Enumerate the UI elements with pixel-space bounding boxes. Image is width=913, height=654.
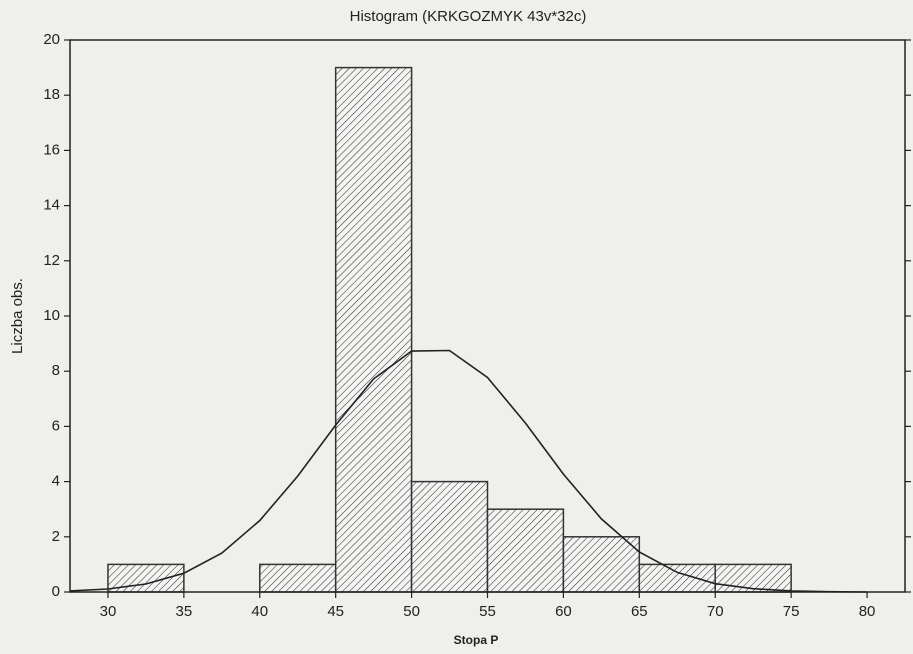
x-tick-label: 40 <box>251 603 268 620</box>
y-tick-label: 6 <box>52 417 60 434</box>
y-axis-label: Liczba obs. <box>9 278 26 354</box>
y-tick-label: 20 <box>43 31 60 48</box>
y-tick-label: 12 <box>43 252 60 269</box>
x-tick-label: 65 <box>631 603 648 620</box>
x-tick-label: 55 <box>479 603 496 620</box>
chart-title: Histogram (KRKGOZMYK 43v*32c) <box>350 8 587 25</box>
x-tick-label: 60 <box>555 603 572 620</box>
y-tick-label: 18 <box>43 86 60 103</box>
x-tick-label: 50 <box>403 603 420 620</box>
bar <box>410 480 489 593</box>
bar <box>259 563 337 593</box>
bar <box>334 66 413 593</box>
y-tick-label: 4 <box>52 473 60 490</box>
x-tick-label: 35 <box>176 603 193 620</box>
bar <box>638 563 716 593</box>
x-tick-label: 75 <box>783 603 800 620</box>
y-tick-label: 2 <box>52 528 60 545</box>
x-axis-label: Stopa P <box>454 633 499 647</box>
y-tick-label: 8 <box>52 362 60 379</box>
x-tick-label: 45 <box>327 603 344 620</box>
y-tick-label: 10 <box>43 307 60 324</box>
x-tick-label: 70 <box>707 603 724 620</box>
bar <box>714 563 792 593</box>
fit-curve <box>69 349 868 593</box>
y-tick-label: 0 <box>52 583 60 600</box>
bar <box>562 536 641 593</box>
y-tick-label: 14 <box>43 197 60 214</box>
bar <box>486 508 565 593</box>
x-tick-label: 80 <box>859 603 876 620</box>
x-tick-label: 30 <box>100 603 117 620</box>
y-tick-label: 16 <box>43 141 60 158</box>
